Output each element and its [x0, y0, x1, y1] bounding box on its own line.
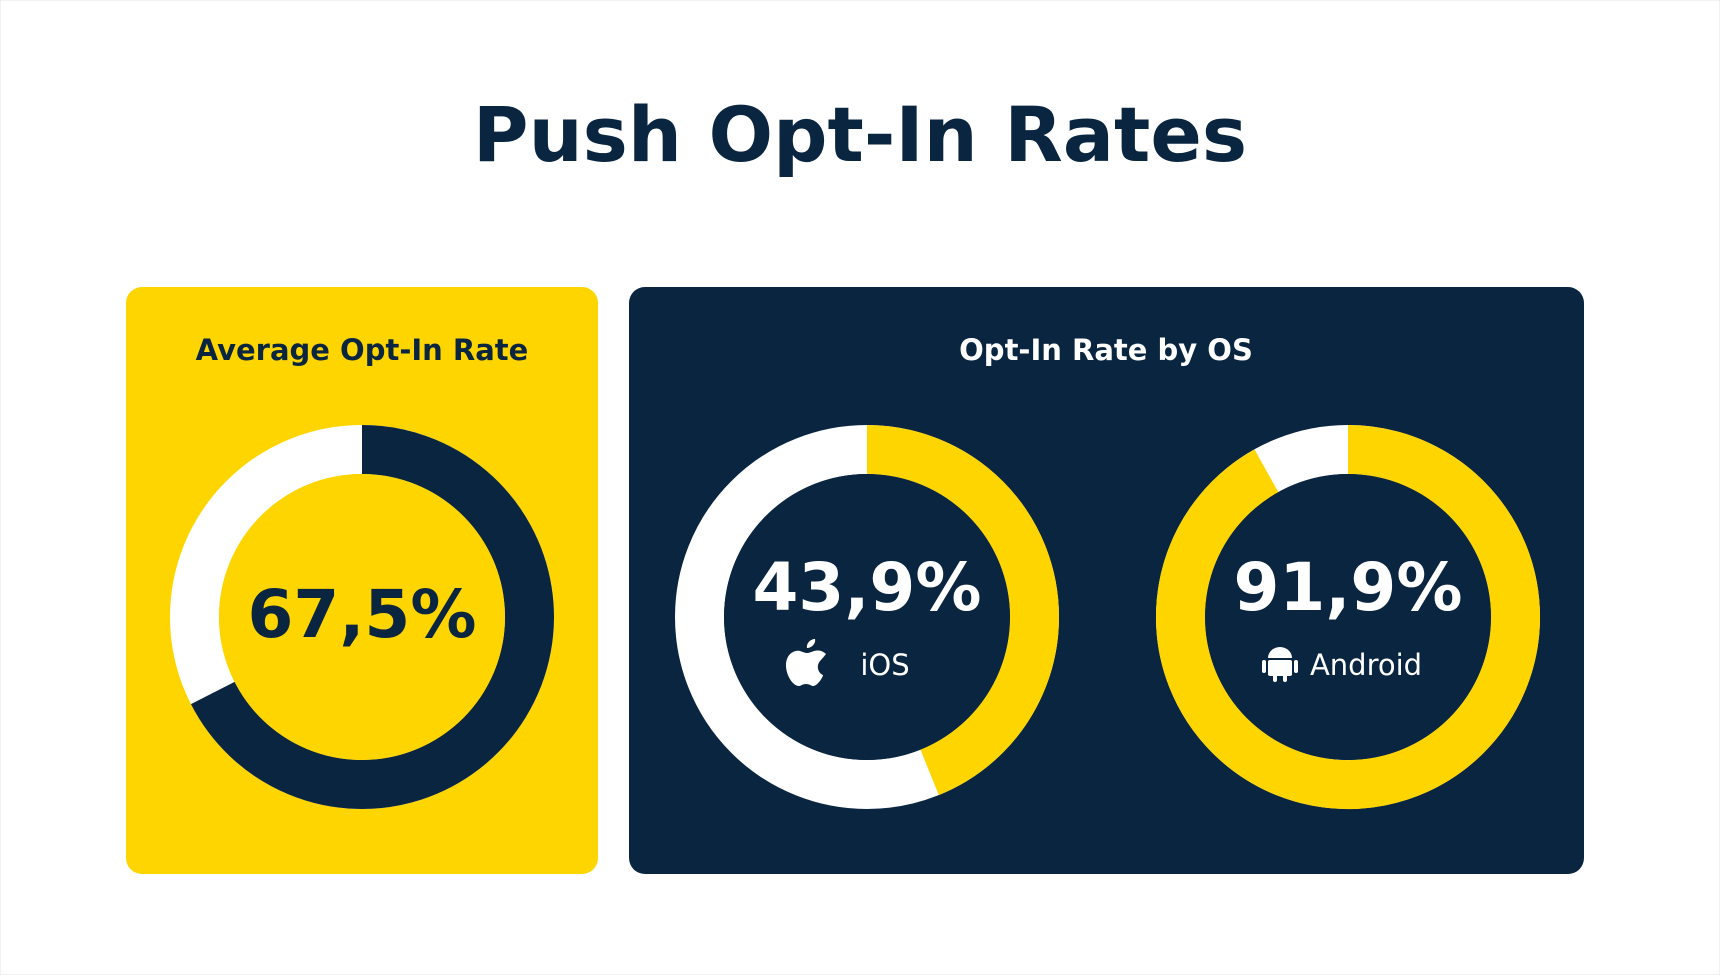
os-label: Android [1310, 648, 1422, 682]
donut-arc [866, 425, 1059, 796]
value-label: 91,9% [1234, 549, 1463, 626]
value-label: 43,9% [753, 549, 982, 626]
os-label: iOS [860, 648, 909, 682]
donut-arc [1156, 425, 1540, 809]
donut-center [1205, 474, 1491, 760]
page-title: Push Opt-In Rates [473, 90, 1247, 179]
donut-center [724, 474, 1010, 760]
value-label: 67,5% [248, 576, 477, 653]
apple-icon [785, 639, 826, 686]
panel-title: Opt-In Rate by OS [959, 333, 1253, 367]
android-icon [1262, 647, 1298, 682]
donut-arc [190, 425, 554, 809]
donut-center [219, 474, 505, 760]
panel-title: Average Opt-In Rate [196, 333, 529, 367]
